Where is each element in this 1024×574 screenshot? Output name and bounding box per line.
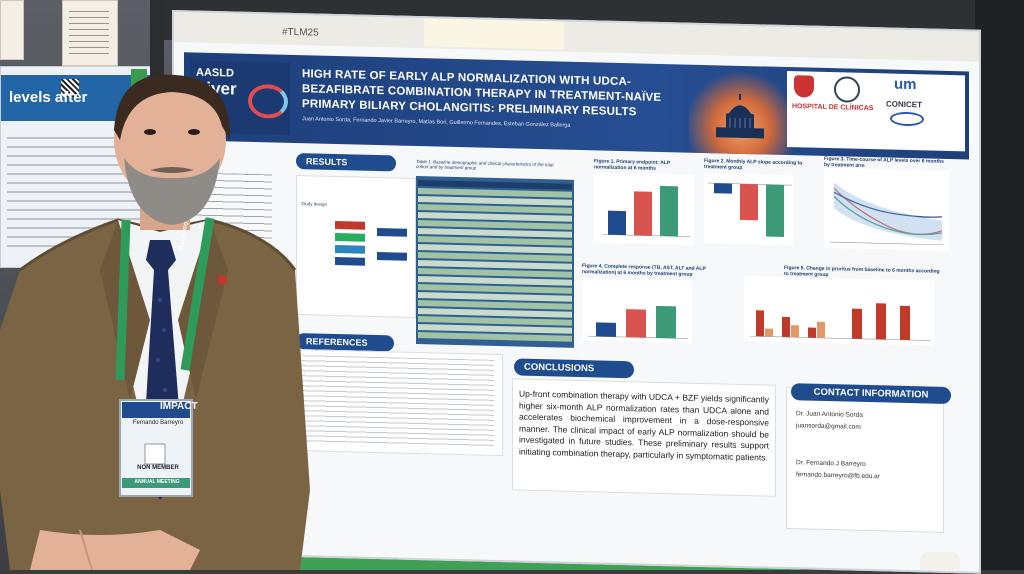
figure-4-chart — [582, 278, 692, 343]
badge-footer: ANNUAL MEETING — [134, 479, 180, 485]
neighbor-poster-heading: levels after — [9, 89, 88, 106]
figure-2-chart — [704, 173, 794, 246]
badge-event: IMPACT — [160, 401, 198, 412]
references-text — [302, 355, 494, 450]
hashtag-label: #TLM25 — [282, 26, 319, 39]
fig1-bar-udca-bzf-high — [660, 185, 678, 237]
fig1-bar-udca — [608, 210, 626, 236]
fig2-bar-udca-bzf-high — [766, 184, 784, 237]
fig4-bar-udca — [596, 322, 616, 337]
lanyard-left — [115, 219, 131, 381]
lanyard-right — [180, 217, 215, 371]
lapel-pin — [217, 275, 227, 285]
fig3-series-high — [833, 195, 943, 236]
figure-4-title: Figure 4. Complete response (TB, AST, AL… — [582, 263, 706, 278]
coffee-cup — [920, 552, 960, 570]
pinned-paper — [0, 0, 24, 60]
fig4-bar-udca-bzf-high — [656, 305, 676, 339]
conclusions-text: Up-front combination therapy with UDCA +… — [519, 388, 769, 463]
um-logo: um — [894, 75, 917, 94]
pinned-paper — [62, 0, 118, 66]
badge-member-type: NON MEMBER — [137, 465, 179, 471]
fig2-bar-udca — [714, 183, 732, 194]
table-title: Table 1. Baseline demographic and clinic… — [416, 158, 554, 171]
capitol-dome-icon — [716, 93, 764, 139]
fig4-bar-udca-bzf-low — [626, 309, 646, 338]
hands — [30, 530, 200, 570]
research-poster: #TLM25 AASLD Liver ing HIGH RATE OF EARL… — [172, 10, 981, 574]
fig1-bar-udca-bzf-low — [634, 191, 652, 236]
institution-seal-icon — [834, 76, 860, 103]
fig3-series-udca — [833, 191, 943, 218]
figure-3-chart — [824, 167, 949, 251]
presenter — [0, 74, 310, 570]
badge-name: Fernando Barreyro — [132, 420, 184, 426]
qr-code-icon — [61, 79, 79, 97]
conicet-logo: CONICET — [886, 99, 922, 110]
hair — [114, 74, 231, 140]
fig2-bar-udca-bzf-low — [740, 183, 758, 221]
university-shield-icon — [794, 75, 814, 98]
figure-5-chart — [744, 275, 934, 346]
figure-1-title: Figure 1. Primary endpoint: ALP normaliz… — [594, 158, 671, 172]
beard — [124, 158, 220, 225]
figure-1-chart — [594, 172, 694, 245]
figure-2-title: Figure 2. Monthly ALP slope according to… — [704, 158, 803, 171]
baseline-table — [416, 175, 574, 348]
conclusions-heading: CONCLUSIONS — [514, 358, 634, 379]
booth-panel-right — [975, 0, 1024, 570]
face — [114, 78, 226, 202]
